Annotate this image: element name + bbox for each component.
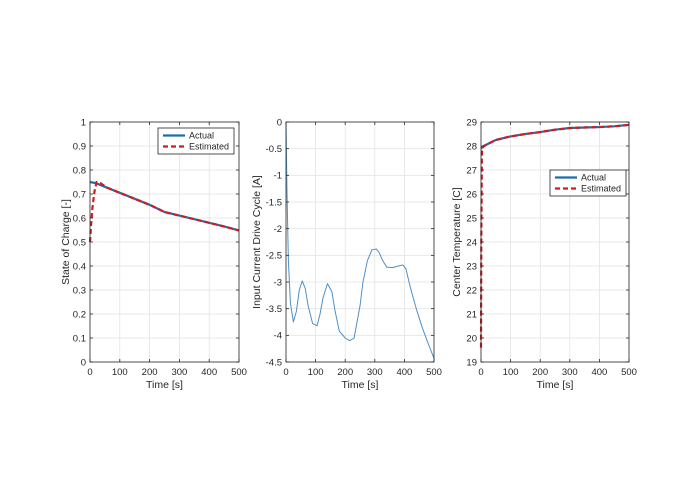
y-tick-label: -0.5 — [266, 144, 282, 155]
legend-box — [549, 169, 627, 197]
x-axis-label: Time [s] — [146, 379, 183, 391]
y-tick-label: 0.1 — [73, 333, 86, 344]
x-tick-label: 400 — [201, 367, 217, 378]
y-tick-label: 27 — [466, 165, 477, 176]
current-plot: 0 100 200 300 400 500 -4.5 -4 -3.5 -3 -2.5 -2 -1.5 -1… — [251, 117, 442, 391]
x-tick-label: 400 — [591, 367, 607, 378]
y-tick-label: -3 — [274, 277, 282, 288]
x-axis-label: Time [s] — [537, 379, 574, 391]
y-tick-label: 0.2 — [73, 309, 86, 320]
x-axis-label: Time [s] — [342, 379, 379, 391]
y-tick-label: 0.8 — [73, 165, 86, 176]
series-line-estimated — [479, 123, 630, 348]
y-tick-label: 0.7 — [73, 189, 86, 200]
y-tick-label: 23 — [466, 261, 477, 272]
series-line-estimated — [88, 180, 240, 243]
y-tick-label: 0 — [81, 357, 86, 368]
legend-label-actual: Actual — [581, 173, 606, 183]
x-tick-label: 100 — [308, 367, 324, 378]
x-tick-label: 200 — [532, 367, 548, 378]
y-tick-label: 19 — [466, 357, 477, 368]
y-tick-label: 0.4 — [73, 261, 86, 272]
y-tick-label: 0.6 — [73, 213, 86, 224]
legend-label-actual: Actual — [189, 131, 214, 141]
y-tick-label: 21 — [466, 309, 477, 320]
axes-frame — [285, 121, 435, 363]
y-tick-label: 25 — [466, 213, 477, 224]
x-tick-label: 500 — [426, 367, 442, 378]
x-tick-label: 300 — [562, 367, 578, 378]
y-tick-label: 0.5 — [73, 237, 86, 248]
y-tick-label: -2 — [274, 224, 282, 235]
y-tick-label: 24 — [466, 237, 477, 248]
y-axis-label: Input Current Drive Cycle [A] — [251, 175, 263, 309]
y-tick-label: -4 — [274, 331, 282, 342]
y-tick-label: 26 — [466, 189, 477, 200]
x-tick-label: 100 — [503, 367, 519, 378]
series-line-current — [285, 121, 435, 359]
y-tick-label: 29 — [466, 117, 477, 128]
y-axis-label: State of Charge [-] — [60, 199, 72, 285]
x-tick-label: 500 — [621, 367, 637, 378]
legend-label-estimated: Estimated — [581, 184, 621, 194]
x-tick-label: 200 — [337, 367, 353, 378]
y-tick-label: 0.3 — [73, 285, 86, 296]
x-tick-label: 0 — [87, 367, 92, 378]
temperature-plot: 0 100 200 300 400 500 19 20 21 22 23 24 25 26 27 28 29 Ti… — [451, 117, 637, 391]
y-tick-label: 0.9 — [73, 141, 86, 152]
y-tick-label: 20 — [466, 333, 477, 344]
y-tick-label: -3.5 — [266, 304, 282, 315]
x-tick-label: 100 — [112, 367, 128, 378]
y-tick-label: 1 — [81, 117, 86, 128]
plot-area — [286, 122, 434, 362]
x-tick-label: 0 — [283, 367, 288, 378]
y-tick-label: -2.5 — [266, 251, 282, 262]
y-tick-label: 28 — [466, 141, 477, 152]
y-tick-label: 0 — [277, 117, 282, 128]
legend-label-estimated: Estimated — [189, 142, 229, 152]
y-tick-label: -1 — [274, 171, 282, 182]
x-tick-label: 300 — [367, 367, 383, 378]
x-tick-label: 200 — [142, 367, 158, 378]
legend-box — [157, 127, 235, 155]
soc-plot: 0 100 200 300 400 500 0 0.1 0.2 0.3 0.4 0.5 0.6 0.7 0.… — [60, 117, 247, 391]
y-tick-label: -4.5 — [266, 357, 282, 368]
y-axis-label: Center Temperature [C] — [451, 187, 463, 297]
y-tick-label: -1.5 — [266, 197, 282, 208]
x-tick-label: 0 — [478, 367, 483, 378]
y-tick-label: 22 — [466, 285, 477, 296]
x-tick-label: 400 — [396, 367, 412, 378]
x-tick-label: 500 — [231, 367, 247, 378]
x-tick-label: 300 — [171, 367, 187, 378]
